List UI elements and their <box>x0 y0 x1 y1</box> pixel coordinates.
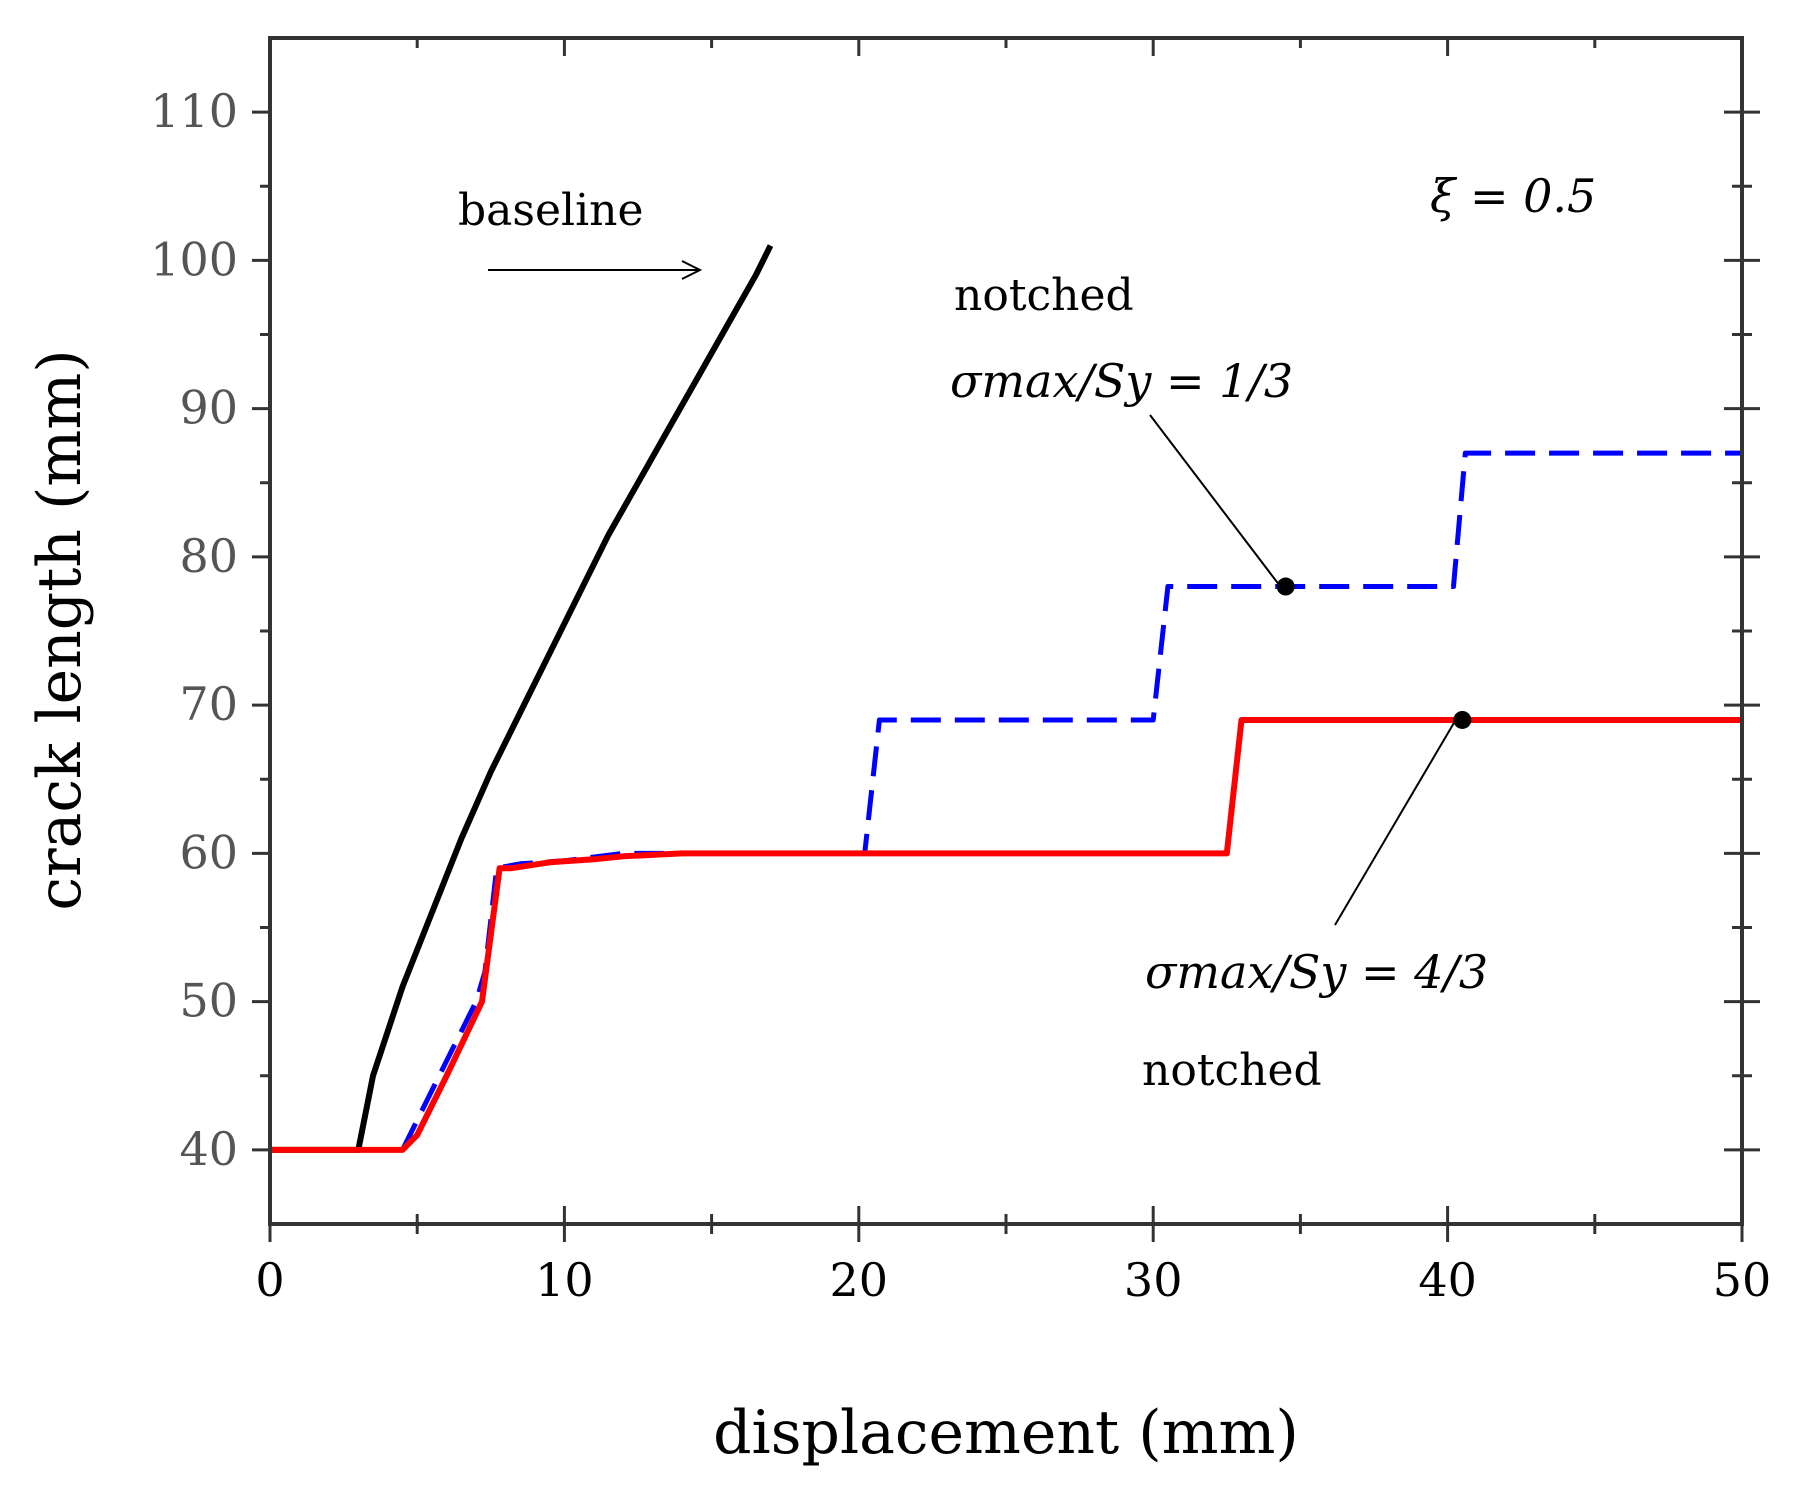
x-tick-label: 30 <box>1124 1253 1183 1307</box>
series-line-2 <box>270 717 1742 1153</box>
notched-bottom-label: notched <box>1142 1045 1322 1096</box>
y-tick-label: 100 <box>150 232 238 286</box>
series-line-0 <box>270 244 774 1153</box>
y-tick-label: 50 <box>179 974 238 1028</box>
baseline-label: baseline <box>458 185 644 236</box>
y-tick-label: 40 <box>179 1122 238 1176</box>
y-tick-label: 70 <box>179 677 238 731</box>
y-tick-label: 110 <box>150 84 238 138</box>
x-tick-label: 20 <box>830 1253 889 1307</box>
sigma-top-label: σmax/Sy = 1/3 <box>950 354 1293 408</box>
series-marker-1 <box>1453 710 1472 729</box>
xi-label: ξ = 0.5 <box>1430 169 1596 223</box>
marker-layer <box>1276 577 1472 729</box>
y-tick-label: 60 <box>179 825 238 879</box>
series-marker-0 <box>1276 577 1295 596</box>
baseline-arrow <box>488 260 703 280</box>
x-tick-label: 50 <box>1713 1253 1772 1307</box>
sigma-bottom-label: σmax/Sy = 4/3 <box>1145 945 1488 999</box>
x-tick-label: 0 <box>255 1253 284 1307</box>
sigma-bottom-leader <box>1334 715 1459 926</box>
x-tick-label: 10 <box>535 1253 594 1307</box>
y-tick-label: 90 <box>179 381 238 435</box>
plot-frame <box>268 36 1744 1226</box>
notched-top-label: notched <box>954 270 1134 321</box>
y-tick-label: 80 <box>179 529 238 583</box>
ticks-layer: 0 10 20 30 40 50 40 50 60 70 80 90 100 110 <box>150 38 1771 1307</box>
sigma-top-leader <box>1149 414 1281 587</box>
series-layer <box>270 244 1742 1153</box>
x-axis-title: displacement (mm) <box>713 1398 1299 1468</box>
x-tick-label: 40 <box>1418 1253 1477 1307</box>
y-axis-title: crack length (mm) <box>25 349 95 910</box>
series-line-1 <box>270 450 1742 1153</box>
